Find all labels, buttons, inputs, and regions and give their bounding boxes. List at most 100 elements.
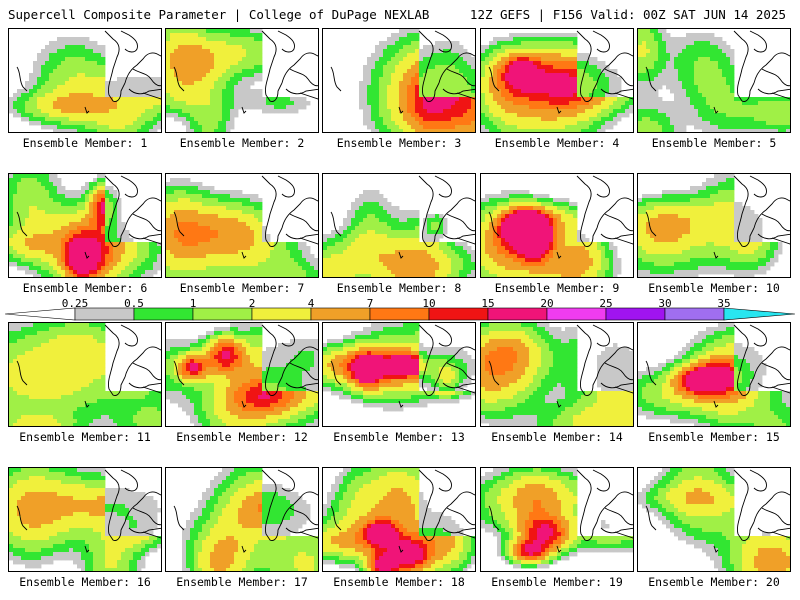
coastline — [645, 505, 657, 531]
coastline — [289, 68, 318, 87]
ensemble-member-label: Ensemble Member: 10 — [648, 281, 780, 295]
coastline — [733, 30, 755, 102]
ensemble-member-label: Ensemble Member: 9 — [494, 281, 620, 295]
coastline — [761, 362, 790, 381]
coastline — [330, 66, 342, 92]
coastline — [771, 531, 790, 539]
ensemble-member-label: Ensemble Member: 11 — [19, 430, 151, 444]
ensemble-member-label: Ensemble Member: 18 — [333, 575, 465, 589]
ensemble-member-label: Ensemble Member: 16 — [19, 575, 151, 589]
coastline — [614, 531, 633, 539]
coastline — [753, 197, 790, 229]
scp-field-map — [173, 468, 318, 571]
scp-field-map — [9, 468, 161, 571]
coastline — [285, 527, 318, 534]
coastline — [281, 197, 318, 229]
legend-swatch — [428, 307, 489, 321]
coastline — [281, 346, 318, 378]
ensemble-member-label: Ensemble Member: 1 — [22, 136, 148, 150]
coastline — [124, 52, 161, 84]
coastline — [398, 251, 404, 259]
scp-field-map — [638, 174, 790, 277]
coastline — [16, 211, 28, 237]
coastline — [600, 527, 633, 534]
coastline — [289, 213, 318, 232]
coastline — [749, 30, 767, 53]
coastline — [261, 175, 283, 247]
coastline — [761, 68, 790, 87]
coastline — [713, 400, 719, 408]
coastline — [456, 92, 475, 100]
coastline — [604, 507, 633, 526]
coastline — [556, 400, 562, 408]
coastline — [596, 52, 633, 84]
ensemble-member-label: Ensemble Member: 20 — [648, 575, 780, 589]
coastline — [142, 386, 161, 394]
coastline — [434, 30, 452, 53]
scp-field-map — [481, 323, 633, 426]
legend-tick-label: 20 — [540, 297, 554, 310]
coastline — [713, 106, 719, 114]
ensemble-member-label: Ensemble Member: 4 — [494, 136, 620, 150]
legend-tick-label: 2 — [248, 297, 256, 310]
coastline — [277, 30, 295, 53]
scp-field-map — [9, 30, 161, 132]
coastline — [84, 251, 90, 259]
scp-field-map — [481, 30, 633, 132]
coastline — [281, 52, 318, 84]
coastline — [446, 362, 475, 381]
coastline — [757, 88, 790, 95]
coastline — [576, 324, 598, 396]
coastline — [592, 324, 610, 347]
coastline — [604, 68, 633, 87]
legend-tick-label: 30 — [658, 297, 672, 310]
coastline — [456, 237, 475, 245]
coastline — [645, 66, 657, 92]
coastline — [285, 233, 318, 240]
scp-field-map — [323, 323, 475, 412]
coastline — [120, 324, 138, 347]
coastline — [299, 237, 318, 245]
legend-swatch — [251, 307, 312, 321]
ensemble-map-6 — [8, 173, 162, 278]
coastline — [614, 237, 633, 245]
coastline — [418, 175, 440, 247]
coastline — [241, 106, 247, 114]
coastline — [16, 505, 28, 531]
legend-swatch — [310, 307, 371, 321]
coastline — [771, 92, 790, 100]
coastline — [84, 400, 90, 408]
coastline — [398, 106, 404, 114]
coastline — [104, 324, 126, 396]
coastline — [128, 88, 161, 95]
legend-swatch — [487, 307, 548, 321]
coastline — [277, 175, 295, 198]
legend-tick-label: 25 — [599, 297, 613, 310]
coastline — [488, 211, 500, 237]
coastline — [124, 491, 161, 523]
legend-tick-label: 15 — [481, 297, 495, 310]
legend-tick-label: 7 — [366, 297, 374, 310]
coastline — [604, 362, 633, 381]
ensemble-map-17 — [165, 467, 319, 572]
scp-field-map — [9, 174, 161, 277]
ensemble-map-5 — [637, 28, 791, 133]
coastline — [556, 251, 562, 259]
scp-field-map — [9, 323, 161, 426]
coastline — [753, 491, 790, 523]
coastline — [645, 360, 657, 386]
coastline — [142, 531, 161, 539]
coastline — [128, 527, 161, 534]
coastline — [604, 213, 633, 232]
ensemble-map-11 — [8, 322, 162, 427]
coastline — [442, 382, 475, 389]
coastline — [132, 507, 161, 526]
ensemble-map-20 — [637, 467, 791, 572]
legend-tick-label: 4 — [307, 297, 315, 310]
color-scale-legend — [5, 307, 795, 321]
coastline — [600, 233, 633, 240]
coastline — [84, 545, 90, 553]
legend-swatch — [546, 307, 607, 321]
coastline — [713, 251, 719, 259]
coastline — [281, 491, 318, 523]
